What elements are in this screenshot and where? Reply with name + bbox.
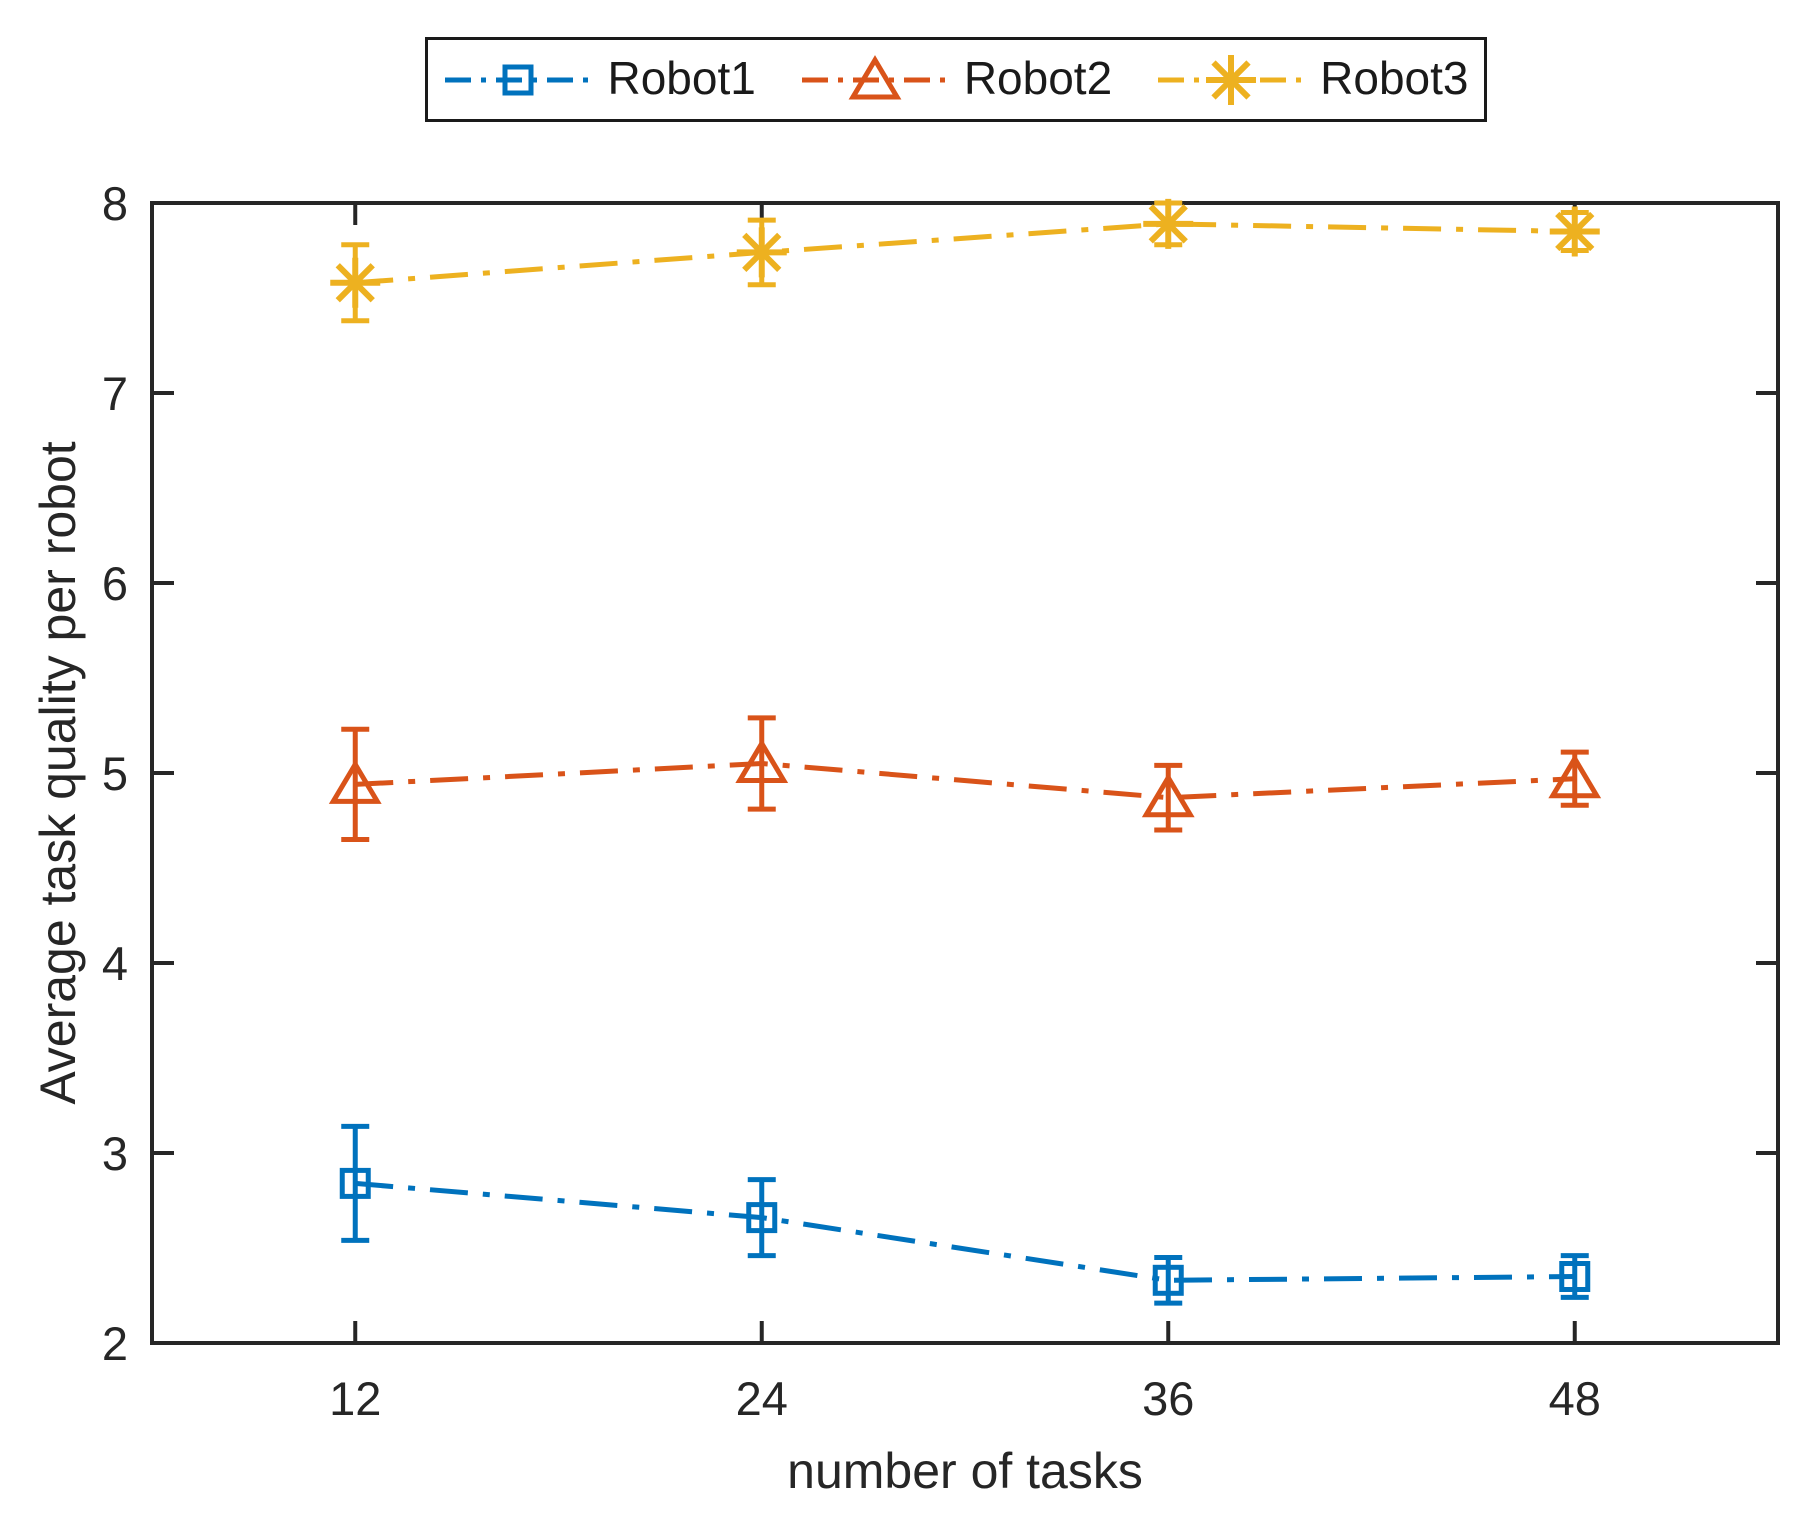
x-axis-title: number of tasks	[787, 1443, 1143, 1499]
series-robot1	[339, 1123, 1591, 1306]
error-bar	[341, 1123, 370, 1243]
legend-item-robot1: Robot1	[443, 51, 756, 108]
legend-label-robot1: Robot1	[607, 51, 756, 104]
square-marker	[1559, 1261, 1591, 1292]
legend-asterisk-marker-icon	[1158, 54, 1305, 105]
legend-item-robot2: Robot2	[800, 52, 1112, 108]
triangle-marker	[735, 738, 789, 783]
y-tick-label: 7	[102, 367, 128, 420]
asterisk-marker	[1206, 54, 1257, 105]
legend-triangle-marker-icon	[801, 54, 948, 99]
triangle-marker	[1141, 772, 1195, 818]
y-tick-label: 5	[102, 747, 128, 800]
series-line	[355, 221, 1575, 286]
triangle-marker	[1548, 753, 1602, 799]
error-bar	[747, 1177, 776, 1259]
series-robot3	[330, 198, 1600, 324]
asterisk-marker	[736, 227, 787, 278]
x-tick-label: 12	[329, 1372, 381, 1425]
y-tick-label: 4	[102, 937, 128, 990]
legend-label-robot3: Robot3	[1320, 51, 1469, 104]
legend-label-robot2: Robot2	[963, 51, 1113, 104]
triangle-marker	[848, 54, 902, 99]
y-axis-title: Average task quality per robot	[30, 441, 86, 1105]
y-tick-label: 2	[102, 1317, 128, 1370]
square-marker	[1152, 1264, 1184, 1296]
x-tick-label: 24	[736, 1372, 788, 1425]
legend: Robot1 Robot2 Robot3	[425, 37, 1487, 122]
asterisk-marker	[330, 257, 381, 308]
error-bar	[747, 715, 776, 812]
square-marker	[502, 64, 534, 95]
y-tick-label: 3	[102, 1127, 128, 1180]
y-tick-label: 8	[102, 177, 128, 230]
triangle-marker	[328, 759, 382, 804]
square-marker	[339, 1167, 371, 1199]
asterisk-marker	[1143, 198, 1194, 249]
asterisk-marker	[1549, 206, 1600, 257]
legend-item-robot3: Robot3	[1156, 51, 1469, 108]
y-tick-label: 6	[102, 557, 128, 610]
x-tick-label: 36	[1142, 1372, 1194, 1425]
x-tick-label: 48	[1549, 1372, 1601, 1425]
square-marker	[746, 1202, 778, 1234]
series-line	[355, 1180, 1575, 1283]
series-robot2	[328, 715, 1602, 842]
plot-box	[150, 201, 1780, 1345]
series-line	[355, 760, 1575, 801]
legend-square-marker-icon	[445, 64, 592, 95]
error-bar	[341, 726, 370, 842]
